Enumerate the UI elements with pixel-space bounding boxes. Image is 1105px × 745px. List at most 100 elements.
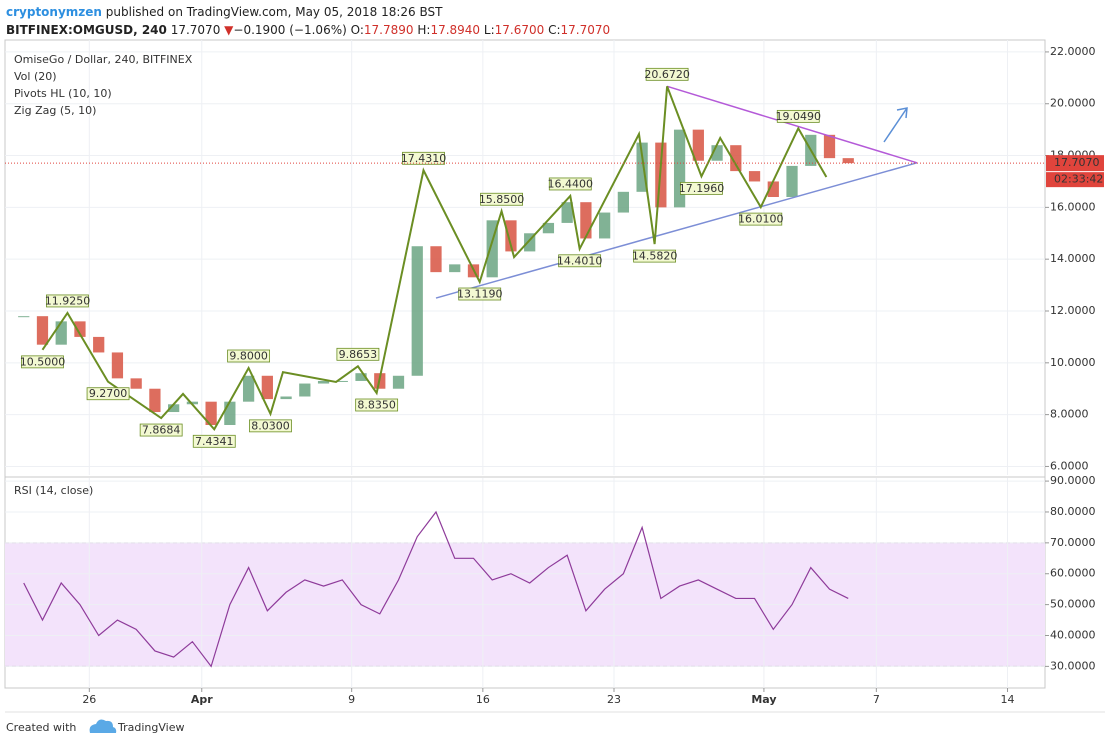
candle bbox=[317, 380, 330, 384]
symbol: BITFINEX:OMGUSD, 240 bbox=[6, 23, 167, 37]
ohlc-H: 17.8940 bbox=[430, 23, 480, 37]
candle bbox=[542, 222, 555, 234]
candle bbox=[842, 158, 854, 164]
candle bbox=[730, 145, 742, 172]
x-tick-label: Apr bbox=[191, 693, 213, 706]
pivot-text: 9.2700 bbox=[89, 387, 128, 400]
author[interactable]: cryptonymzen bbox=[6, 5, 102, 19]
candle bbox=[617, 191, 629, 213]
candle bbox=[55, 321, 67, 345]
logo-icon[interactable] bbox=[89, 719, 117, 733]
candle bbox=[149, 388, 161, 413]
pivot-label: 15.8500 bbox=[479, 193, 525, 206]
x-tick-label: May bbox=[751, 693, 776, 706]
footer-brand[interactable]: TradingView bbox=[117, 721, 184, 734]
grid-layer bbox=[5, 40, 1045, 688]
y-tick-label: 12.0000 bbox=[1050, 304, 1096, 317]
x-tick-label: 23 bbox=[607, 693, 621, 706]
candle bbox=[36, 316, 49, 345]
projection-arrow bbox=[883, 107, 908, 143]
last-price: 17.7070 bbox=[171, 23, 221, 37]
candle bbox=[186, 401, 199, 405]
pivot-box bbox=[86, 387, 130, 401]
quote-line: BITFINEX:OMGUSD, 240 17.7070 ▼−0.1900 (−… bbox=[6, 23, 610, 37]
zigzag bbox=[41, 85, 828, 432]
pivot-label: 13.1190 bbox=[457, 288, 503, 301]
candle bbox=[355, 373, 367, 381]
pivot-label: 7.8684 bbox=[139, 423, 183, 437]
pivot-box bbox=[776, 109, 820, 123]
rsi-title: RSI (14, close) bbox=[14, 484, 93, 497]
candle bbox=[561, 202, 573, 223]
pivot-text: 9.8653 bbox=[339, 348, 378, 361]
pivot-text: 16.0100 bbox=[738, 213, 784, 226]
candle bbox=[692, 129, 704, 161]
arrow-head bbox=[896, 107, 908, 119]
ohlc-L-key: L: bbox=[484, 23, 495, 37]
candle bbox=[636, 142, 648, 192]
pivot-label: 19.0490 bbox=[776, 110, 822, 123]
y-tick-label: 90.0000 bbox=[1050, 474, 1096, 487]
pivot-box bbox=[548, 177, 592, 191]
candle bbox=[786, 165, 798, 198]
pivot-label: 9.8000 bbox=[227, 349, 271, 362]
candle bbox=[299, 383, 311, 397]
pivot-text: 20.6720 bbox=[644, 68, 690, 81]
pivot-text: 9.8000 bbox=[229, 349, 268, 362]
y-tick-label: 50.0000 bbox=[1050, 598, 1096, 611]
candle bbox=[224, 401, 236, 425]
pivot-label: 14.5820 bbox=[632, 250, 678, 263]
trend-line bbox=[435, 162, 918, 299]
candle bbox=[280, 396, 292, 400]
rsi-line bbox=[23, 510, 849, 668]
ohlc-C-key: C: bbox=[548, 23, 560, 37]
pivot-box bbox=[402, 151, 445, 165]
pivot-text: 8.8350 bbox=[357, 399, 396, 412]
pivot-box bbox=[458, 287, 502, 301]
pivot-box bbox=[480, 192, 523, 206]
pivot-text: 16.4400 bbox=[548, 177, 594, 190]
y-tick-label: 8.0000 bbox=[1050, 408, 1089, 421]
candle bbox=[392, 375, 405, 389]
pivot-label: 16.0100 bbox=[738, 213, 784, 226]
change: −0.1900 (−1.06%) bbox=[233, 23, 346, 37]
x-tick-label: 14 bbox=[1001, 693, 1015, 706]
y-tick-label: 40.0000 bbox=[1050, 629, 1096, 642]
x-tick-label: 7 bbox=[873, 693, 880, 706]
candle bbox=[411, 246, 423, 376]
candle bbox=[505, 220, 517, 252]
pivot-text: 10.5000 bbox=[20, 355, 66, 368]
candle bbox=[767, 181, 779, 198]
pivot-text: 14.5820 bbox=[632, 250, 678, 263]
pivot-box bbox=[192, 434, 236, 448]
ohlc-O: 17.7890 bbox=[364, 23, 414, 37]
pivot-text: 7.8684 bbox=[142, 424, 181, 437]
pivot-box bbox=[558, 254, 602, 268]
y-tick-label: 70.0000 bbox=[1050, 536, 1096, 549]
pivot-box bbox=[46, 294, 89, 308]
pivot-text: 14.4010 bbox=[557, 254, 603, 267]
pivot-label: 8.8350 bbox=[355, 399, 399, 412]
pivot-text: 13.1190 bbox=[457, 288, 503, 301]
candle bbox=[580, 202, 592, 239]
pivot-label: 11.9250 bbox=[45, 294, 91, 307]
pivot-box bbox=[139, 423, 183, 437]
candle bbox=[599, 212, 611, 239]
pivot-label: 10.5000 bbox=[20, 355, 66, 368]
plot-layer: 6.0000 8.0000 10.0000 12.0000 14.0000 16.0000… bbox=[5, 45, 1104, 706]
candle bbox=[261, 375, 273, 400]
candle bbox=[130, 378, 142, 389]
pivot-box bbox=[336, 347, 380, 361]
pivot-label: 20.6720 bbox=[644, 68, 690, 81]
candle bbox=[93, 336, 105, 353]
candle bbox=[205, 401, 217, 425]
countdown-tag bbox=[1046, 172, 1104, 188]
price-tag bbox=[1046, 155, 1104, 172]
y-tick-label: 6.0000 bbox=[1050, 459, 1089, 472]
candle bbox=[711, 145, 723, 161]
pivot-box bbox=[633, 249, 677, 263]
pivot-box bbox=[739, 212, 783, 226]
pivot-box bbox=[249, 419, 292, 433]
